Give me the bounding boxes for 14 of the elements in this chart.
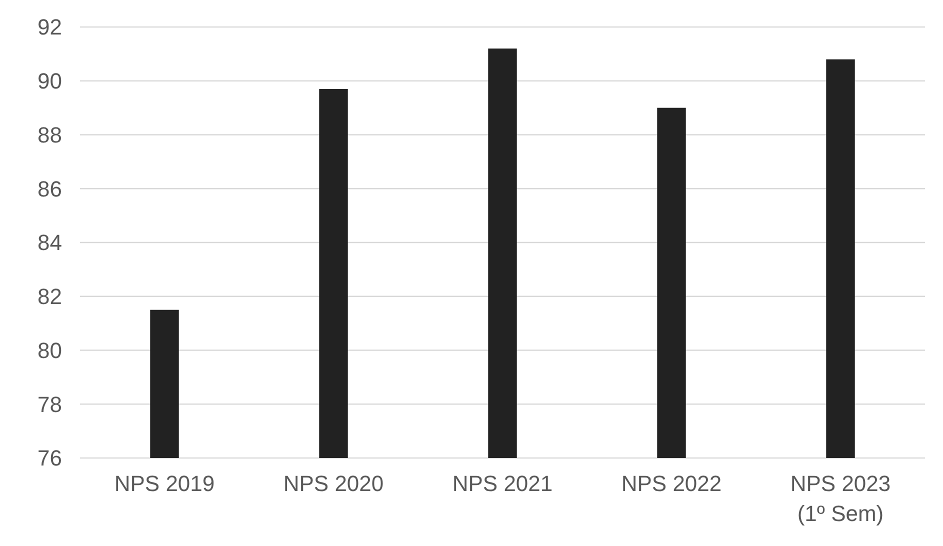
y-tick-label: 76 xyxy=(38,446,62,471)
y-tick-label: 90 xyxy=(38,68,62,94)
y-tick-label: 82 xyxy=(38,284,62,310)
x-tick-label: NPS 2023 (1º Sem) xyxy=(790,471,891,526)
y-tick-label: 84 xyxy=(38,230,62,256)
y-tick-label: 80 xyxy=(38,338,62,363)
y-tick-label: 88 xyxy=(38,122,62,148)
x-tick-label: NPS 2019 xyxy=(114,471,215,496)
x-tick-label: NPS 2020 xyxy=(283,471,384,496)
y-tick-label: 78 xyxy=(38,392,62,417)
y-tick-label: 86 xyxy=(38,176,62,202)
x-tick-label: NPS 2021 xyxy=(452,471,553,496)
y-tick-label: 92 xyxy=(38,14,62,40)
x-tick-label: NPS 2022 xyxy=(621,471,722,496)
